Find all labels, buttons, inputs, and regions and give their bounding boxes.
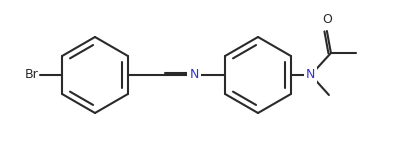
Text: O: O bbox=[322, 13, 332, 26]
Text: Br: Br bbox=[24, 69, 38, 81]
Text: N: N bbox=[306, 69, 316, 81]
Text: N: N bbox=[189, 69, 198, 81]
